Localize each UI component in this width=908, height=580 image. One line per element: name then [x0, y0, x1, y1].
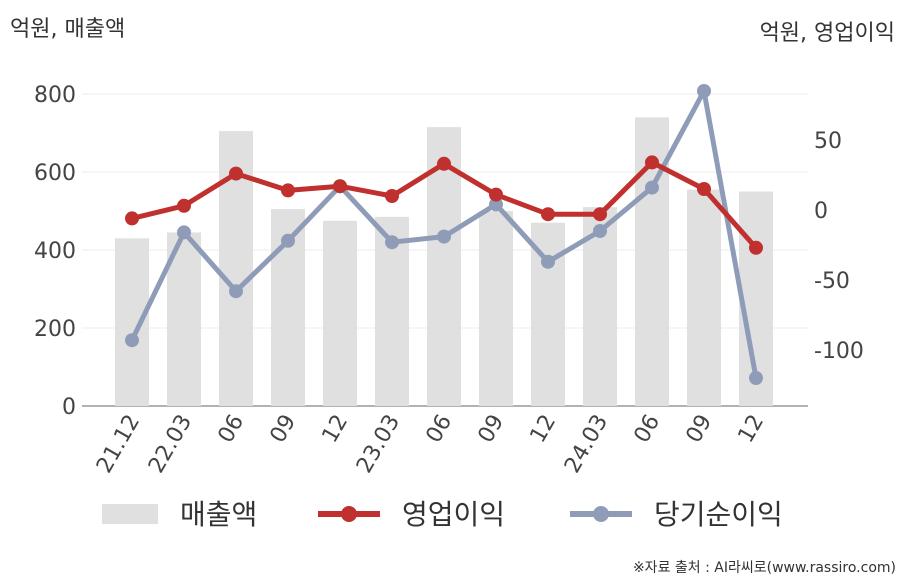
point-7: [489, 187, 503, 202]
left-ticks: 0 200 400 600 800: [34, 83, 76, 420]
lines: [125, 84, 763, 385]
point-4: [333, 179, 347, 194]
legend-item-0: 매출액: [102, 498, 257, 531]
point-0: [125, 211, 139, 226]
bar-7: [479, 211, 513, 406]
point-12: [749, 240, 763, 255]
point-11: [697, 84, 711, 98]
x-tick-3: 09: [266, 411, 302, 448]
bars: [115, 117, 773, 407]
x-tick-11: 09: [682, 411, 718, 448]
x-tick-9: 24.03: [560, 411, 613, 478]
left-tick-2: 400: [34, 239, 76, 264]
x-tick-10: 06: [630, 411, 666, 448]
point-5: [385, 235, 399, 250]
legend-swatch: [102, 504, 158, 524]
right-tick-0: -100: [814, 339, 864, 364]
series-당기순이익: [125, 84, 763, 385]
right-ticks: -100 -50 0 50: [814, 129, 864, 364]
point-10: [645, 180, 659, 195]
right-tick-3: 50: [814, 129, 842, 154]
point-3: [281, 233, 295, 248]
point-11: [697, 182, 711, 196]
point-1: [177, 198, 191, 213]
x-tick-5: 23.03: [352, 411, 405, 478]
point-9: [593, 207, 607, 222]
x-tick-4: 12: [318, 411, 354, 448]
point-8: [541, 207, 555, 222]
point-2: [229, 284, 243, 299]
legend-marker: [593, 506, 609, 522]
left-tick-3: 600: [34, 161, 76, 186]
point-3: [281, 183, 295, 198]
bar-11: [687, 189, 721, 406]
right-tick-1: -50: [814, 269, 850, 294]
x-tick-0: 21.12: [92, 411, 145, 478]
point-5: [385, 189, 399, 203]
x-tick-8: 12: [526, 411, 562, 448]
x-tick-2: 06: [214, 411, 250, 448]
legend-label: 당기순이익: [654, 498, 783, 531]
right-axis-unit: 억원, 영업이익: [760, 21, 895, 46]
point-9: [593, 224, 607, 238]
point-1: [177, 225, 191, 240]
x-tick-7: 09: [474, 411, 510, 448]
point-10: [645, 155, 659, 170]
source-note: ※자료 출처 : AI라씨로(www.rassiro.com): [633, 560, 896, 576]
point-0: [125, 333, 139, 348]
point-6: [437, 156, 451, 171]
legend-item-1: 영업이익: [318, 498, 505, 531]
x-tick-12: 12: [734, 411, 770, 448]
left-axis-unit: 억원, 매출액: [10, 17, 125, 42]
point-7: [489, 197, 503, 212]
legend-label: 영업이익: [402, 498, 505, 531]
left-tick-4: 800: [34, 83, 76, 108]
x-tick-1: 22.03: [144, 411, 197, 478]
legend-marker: [341, 506, 357, 522]
right-tick-2: 0: [814, 199, 828, 224]
series-영업이익: [125, 155, 763, 255]
bar-4: [323, 220, 357, 406]
legend-item-2: 당기순이익: [570, 498, 783, 531]
x-tick-6: 06: [422, 411, 458, 448]
bar-0: [115, 238, 149, 406]
legend: 매출액 영업이익 당기순이익: [102, 498, 783, 531]
left-tick-0: 0: [62, 395, 76, 420]
legend-label: 매출액: [180, 498, 257, 531]
left-tick-1: 200: [34, 317, 76, 342]
point-2: [229, 166, 243, 181]
point-12: [749, 371, 763, 385]
point-6: [437, 229, 451, 244]
point-8: [541, 254, 555, 269]
